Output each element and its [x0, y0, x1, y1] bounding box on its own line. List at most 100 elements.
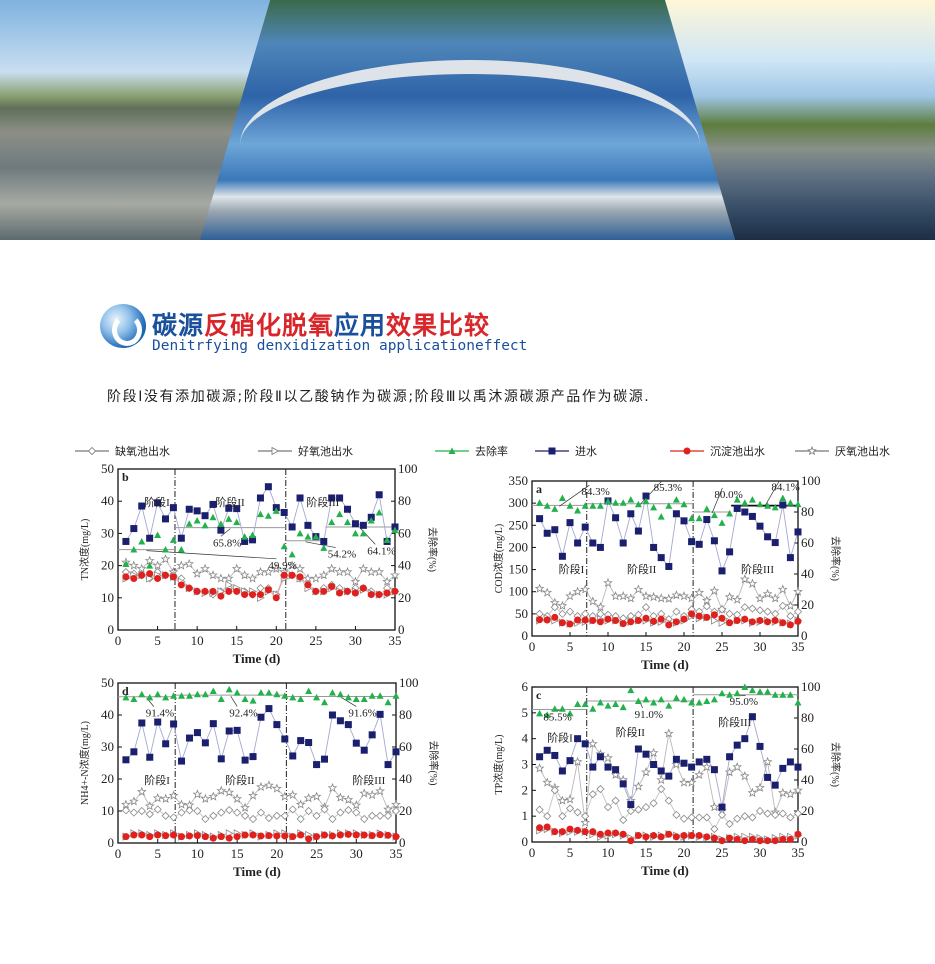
data-point: [779, 835, 787, 843]
y2-tick-label: 40: [399, 771, 412, 786]
data-point: [287, 560, 297, 570]
chart-c: [531, 683, 803, 845]
chart-d: [117, 682, 401, 844]
stage-label: 阶段II: [225, 773, 255, 787]
data-point: [756, 617, 764, 624]
data-point: [726, 834, 734, 842]
data-point: [193, 832, 201, 840]
data-point: [336, 808, 345, 817]
chart-b: [117, 468, 400, 631]
data-point: [359, 788, 370, 798]
data-point: [536, 515, 544, 523]
y-tick-label: 250: [509, 517, 529, 532]
x-tick-label: 20: [270, 633, 283, 648]
data-point: [233, 587, 241, 595]
data-point: [725, 609, 734, 618]
data-point: [170, 831, 178, 839]
data-point: [741, 508, 749, 516]
data-point: [694, 769, 705, 780]
data-point: [596, 543, 604, 551]
data-point: [794, 500, 802, 508]
data-point: [305, 835, 313, 843]
data-point: [695, 514, 703, 522]
data-point: [663, 728, 674, 738]
data-point: [732, 594, 743, 604]
data-point: [686, 777, 697, 787]
data-point: [351, 589, 359, 597]
data-point: [672, 618, 680, 626]
data-point: [574, 826, 582, 834]
data-point: [565, 804, 575, 813]
data-point: [344, 805, 353, 815]
data-point: [627, 510, 635, 518]
stage-label: 阶段III: [306, 495, 339, 509]
data-point: [366, 566, 377, 577]
data-point: [240, 802, 250, 812]
data-point: [359, 584, 367, 592]
title-part: 效果比较: [386, 311, 491, 340]
data-point: [209, 587, 217, 595]
panel-label: b: [122, 470, 129, 484]
data-point: [724, 767, 735, 777]
data-point: [581, 740, 589, 748]
data-point: [249, 697, 257, 704]
data-point: [725, 819, 734, 828]
data-point: [695, 540, 703, 548]
data-point: [665, 502, 673, 509]
stage-label: 阶段III: [741, 562, 774, 576]
data-point: [672, 810, 681, 819]
data-point: [192, 568, 202, 578]
data-point: [265, 832, 273, 840]
data-point: [596, 699, 604, 706]
data-point: [612, 700, 620, 708]
data-point: [756, 522, 764, 530]
data-point: [733, 617, 741, 624]
annotation-arrow: [230, 695, 238, 707]
stage-label: 阶段II: [215, 495, 245, 509]
y-tick-label: 30: [101, 525, 114, 540]
data-point: [224, 787, 235, 797]
data-point: [641, 590, 651, 601]
data-point: [572, 586, 583, 596]
data-point: [122, 560, 130, 567]
data-point: [200, 563, 210, 574]
data-point: [162, 832, 170, 840]
data-point: [793, 607, 803, 616]
data-point: [343, 794, 354, 804]
data-point: [153, 805, 162, 814]
data-point: [375, 591, 383, 599]
data-point: [779, 691, 787, 698]
data-point: [611, 796, 620, 805]
data-point: [129, 808, 138, 817]
data-point: [304, 521, 312, 529]
data-point: [327, 782, 338, 793]
data-point: [296, 529, 304, 537]
data-point: [185, 832, 193, 840]
x-tick-label: 15: [640, 639, 653, 654]
data-point: [565, 590, 575, 601]
x-tick-label: 25: [310, 846, 323, 861]
photo-clarifier: [200, 0, 740, 240]
x-tick-label: 20: [678, 639, 691, 654]
data-point: [534, 583, 545, 593]
data-point: [672, 510, 680, 518]
data-point: [756, 688, 764, 695]
data-point: [247, 573, 258, 583]
data-point: [368, 692, 376, 699]
x-tick-label: 0: [529, 845, 536, 860]
data-point: [297, 737, 305, 745]
mean-removal-label: 91.6%: [348, 708, 376, 720]
y2-tick-label: 20: [801, 597, 814, 612]
data-point: [762, 588, 773, 599]
y-tick-label: 30: [101, 739, 114, 754]
data-point: [625, 593, 636, 603]
data-point: [121, 806, 131, 815]
data-point: [534, 763, 545, 773]
data-point: [241, 591, 249, 599]
data-point: [665, 621, 673, 629]
x-axis-label: Time (d): [233, 651, 281, 666]
data-point: [543, 529, 551, 537]
data-point: [566, 502, 574, 509]
data-point: [162, 740, 170, 748]
mean-removal-label: 84.3%: [581, 486, 609, 498]
